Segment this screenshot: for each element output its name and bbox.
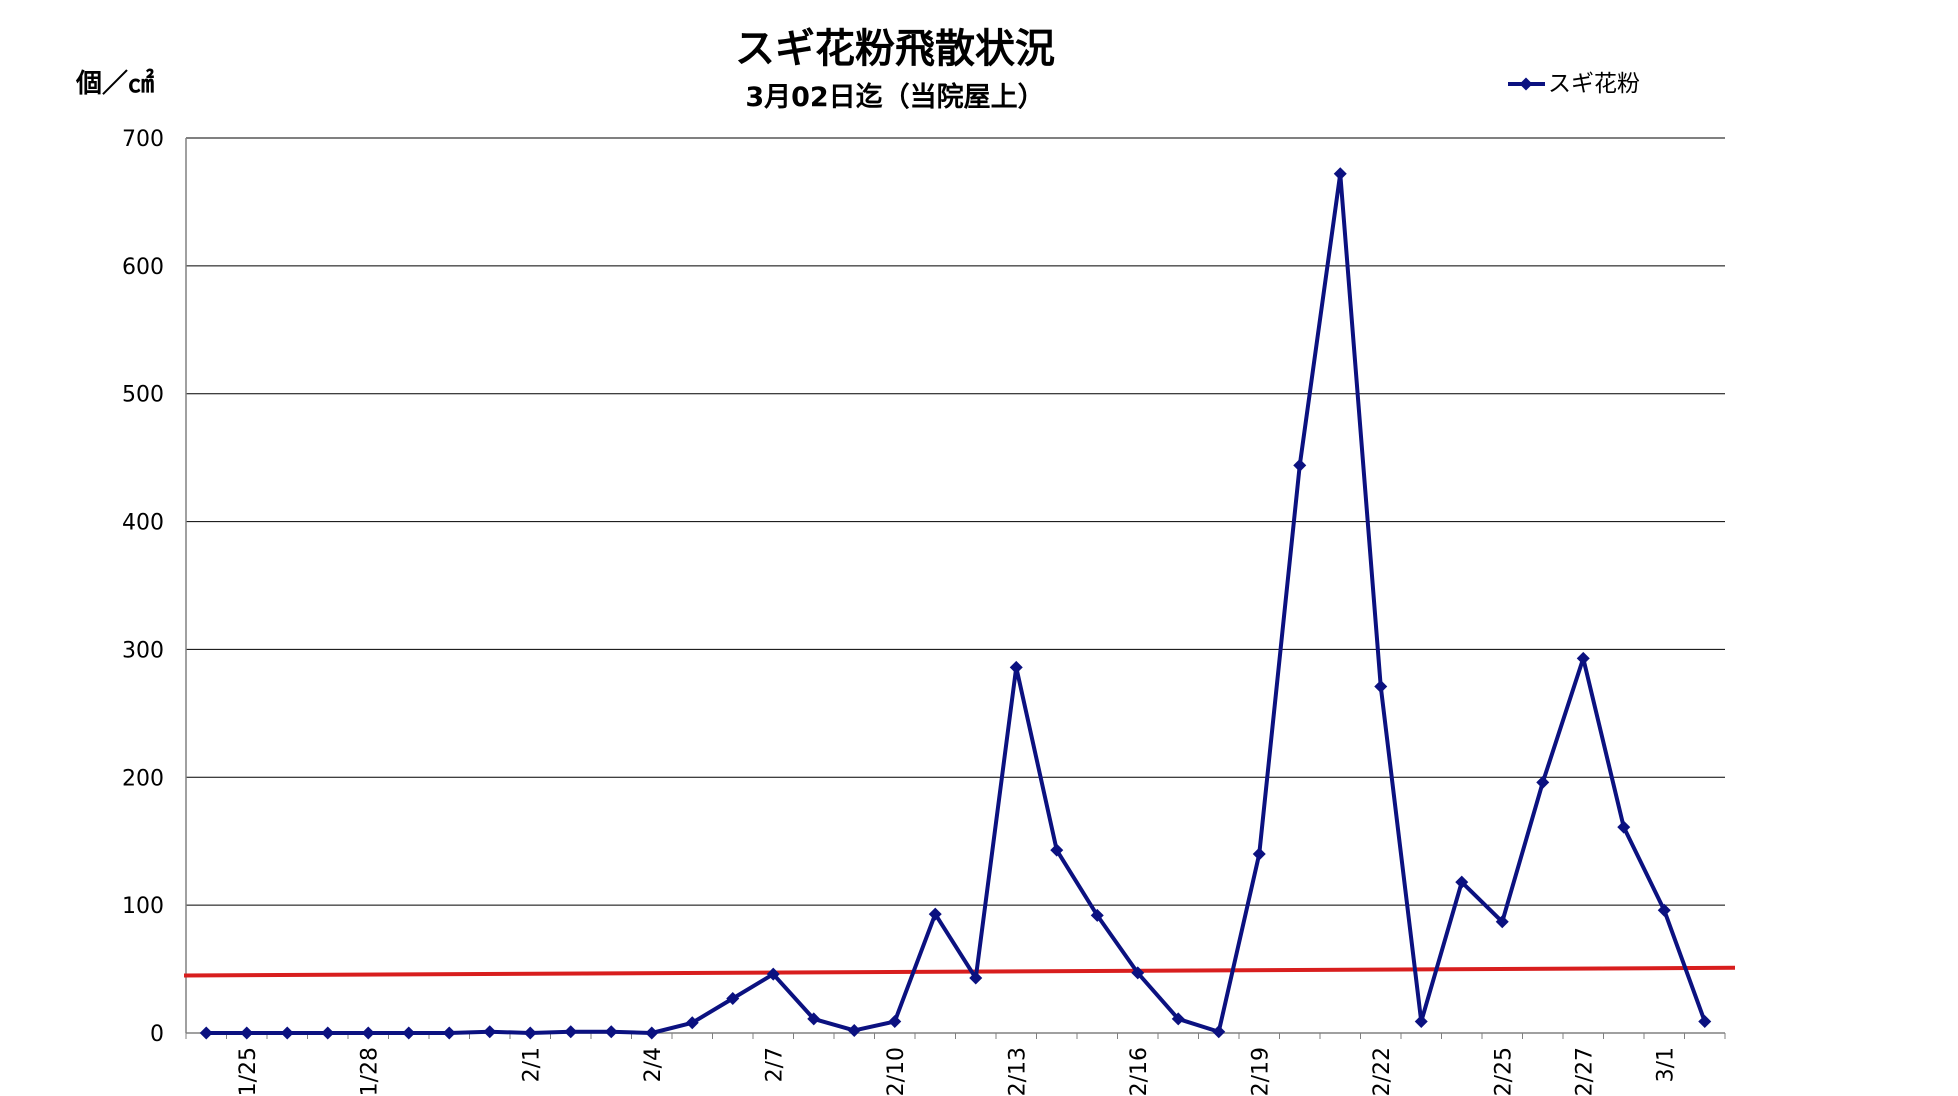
data-point-2-12 bbox=[969, 971, 983, 985]
data-point-2-17 bbox=[1171, 1012, 1185, 1026]
chart-subtitle: 3月02日迄（当院屋上） bbox=[745, 81, 1044, 113]
y-tick-label-0: 0 bbox=[150, 1022, 164, 1047]
x-axis-ticks: 1/25 1/28 2/1 2/4 2/7 2/10 2/13 2/16 2/19 2/22 2/2… bbox=[236, 1047, 1679, 1096]
legend-marker-swatch bbox=[1519, 77, 1533, 91]
x-tick-label-2-4: 2/4 bbox=[641, 1047, 666, 1082]
data-point-2-27 bbox=[1576, 651, 1590, 665]
data-point-2-9 bbox=[847, 1023, 861, 1037]
data-point-2-16 bbox=[1131, 966, 1145, 980]
y-tick-label-400: 400 bbox=[122, 511, 164, 536]
y-tick-label-200: 200 bbox=[122, 766, 164, 791]
y-axis-unit-label: 個／㎠ bbox=[75, 68, 154, 99]
data-point-2-4 bbox=[645, 1026, 659, 1040]
reference-line bbox=[183, 965, 1736, 978]
data-point-2-23 bbox=[1414, 1014, 1428, 1028]
y-tick-label-100: 100 bbox=[122, 894, 164, 919]
x-tick-label-2-22: 2/22 bbox=[1370, 1047, 1395, 1096]
data-point-2-1 bbox=[523, 1026, 537, 1040]
data-point-2-21 bbox=[1333, 167, 1347, 181]
data-point-2-25 bbox=[1495, 915, 1509, 929]
data-point-2-8 bbox=[807, 1012, 821, 1026]
data-point-1-28 bbox=[361, 1026, 375, 1040]
data-point-1-25 bbox=[240, 1026, 254, 1040]
data-point-2-19 bbox=[1252, 847, 1266, 861]
x-tick-label-2-1: 2/1 bbox=[519, 1047, 544, 1082]
data-point-2-24 bbox=[1455, 875, 1469, 889]
series-line bbox=[206, 171, 1707, 1035]
data-point-2-7 bbox=[766, 967, 780, 981]
x-tick-label-2-16: 2/16 bbox=[1127, 1047, 1152, 1096]
y-tick-label-700: 700 bbox=[122, 127, 164, 152]
data-point-2-10 bbox=[888, 1014, 902, 1028]
data-point-1-27 bbox=[321, 1026, 335, 1040]
data-point-2-26 bbox=[1536, 775, 1550, 789]
x-tick-label-2-7: 2/7 bbox=[762, 1047, 787, 1082]
data-point-2-2 bbox=[564, 1025, 578, 1039]
x-tick-label-3-1: 3/1 bbox=[1653, 1047, 1678, 1082]
data-point-1-31 bbox=[483, 1025, 497, 1039]
data-point-3-1 bbox=[1657, 903, 1671, 917]
data-point-2-20 bbox=[1293, 458, 1307, 472]
chart-title: スギ花粉飛散状況 bbox=[735, 26, 1055, 72]
data-point-2-28 bbox=[1617, 820, 1631, 834]
x-tick-label-1-28: 1/28 bbox=[357, 1047, 382, 1096]
x-tick-label-2-19: 2/19 bbox=[1248, 1047, 1273, 1096]
data-point-1-29 bbox=[402, 1026, 416, 1040]
data-point-2-22 bbox=[1374, 680, 1388, 694]
data-point-2-14 bbox=[1050, 843, 1064, 857]
data-point-2-15 bbox=[1090, 908, 1104, 922]
x-tick-label-2-27: 2/27 bbox=[1572, 1047, 1597, 1096]
legend: スギ花粉 bbox=[1508, 71, 1640, 97]
data-point-2-11 bbox=[928, 907, 942, 921]
gridlines bbox=[186, 137, 1725, 906]
axes bbox=[185, 138, 1726, 1039]
x-tick-label-1-25: 1/25 bbox=[236, 1047, 261, 1096]
data-point-2-3 bbox=[604, 1025, 618, 1039]
y-tick-label-600: 600 bbox=[122, 255, 164, 280]
legend-label: スギ花粉 bbox=[1548, 71, 1640, 97]
x-tick-label-2-13: 2/13 bbox=[1005, 1047, 1030, 1096]
data-point-2-18 bbox=[1212, 1025, 1226, 1039]
x-tick-label-2-25: 2/25 bbox=[1491, 1047, 1516, 1096]
data-point-1-30 bbox=[442, 1026, 456, 1040]
data-point-3-2 bbox=[1698, 1014, 1712, 1028]
y-tick-label-500: 500 bbox=[122, 383, 164, 408]
y-tick-label-300: 300 bbox=[122, 638, 164, 663]
data-point-2-5 bbox=[685, 1016, 699, 1030]
x-tick-label-2-10: 2/10 bbox=[884, 1047, 909, 1096]
data-point-2-6 bbox=[726, 991, 740, 1005]
data-point-1-24 bbox=[199, 1026, 213, 1040]
data-point-1-26 bbox=[280, 1026, 294, 1040]
series-suginopollen bbox=[199, 167, 1712, 1040]
y-axis-ticks: 0 100 200 300 400 500 600 700 bbox=[122, 127, 164, 1047]
data-point-2-13 bbox=[1009, 660, 1023, 674]
reference-line-segment bbox=[183, 965, 1736, 978]
